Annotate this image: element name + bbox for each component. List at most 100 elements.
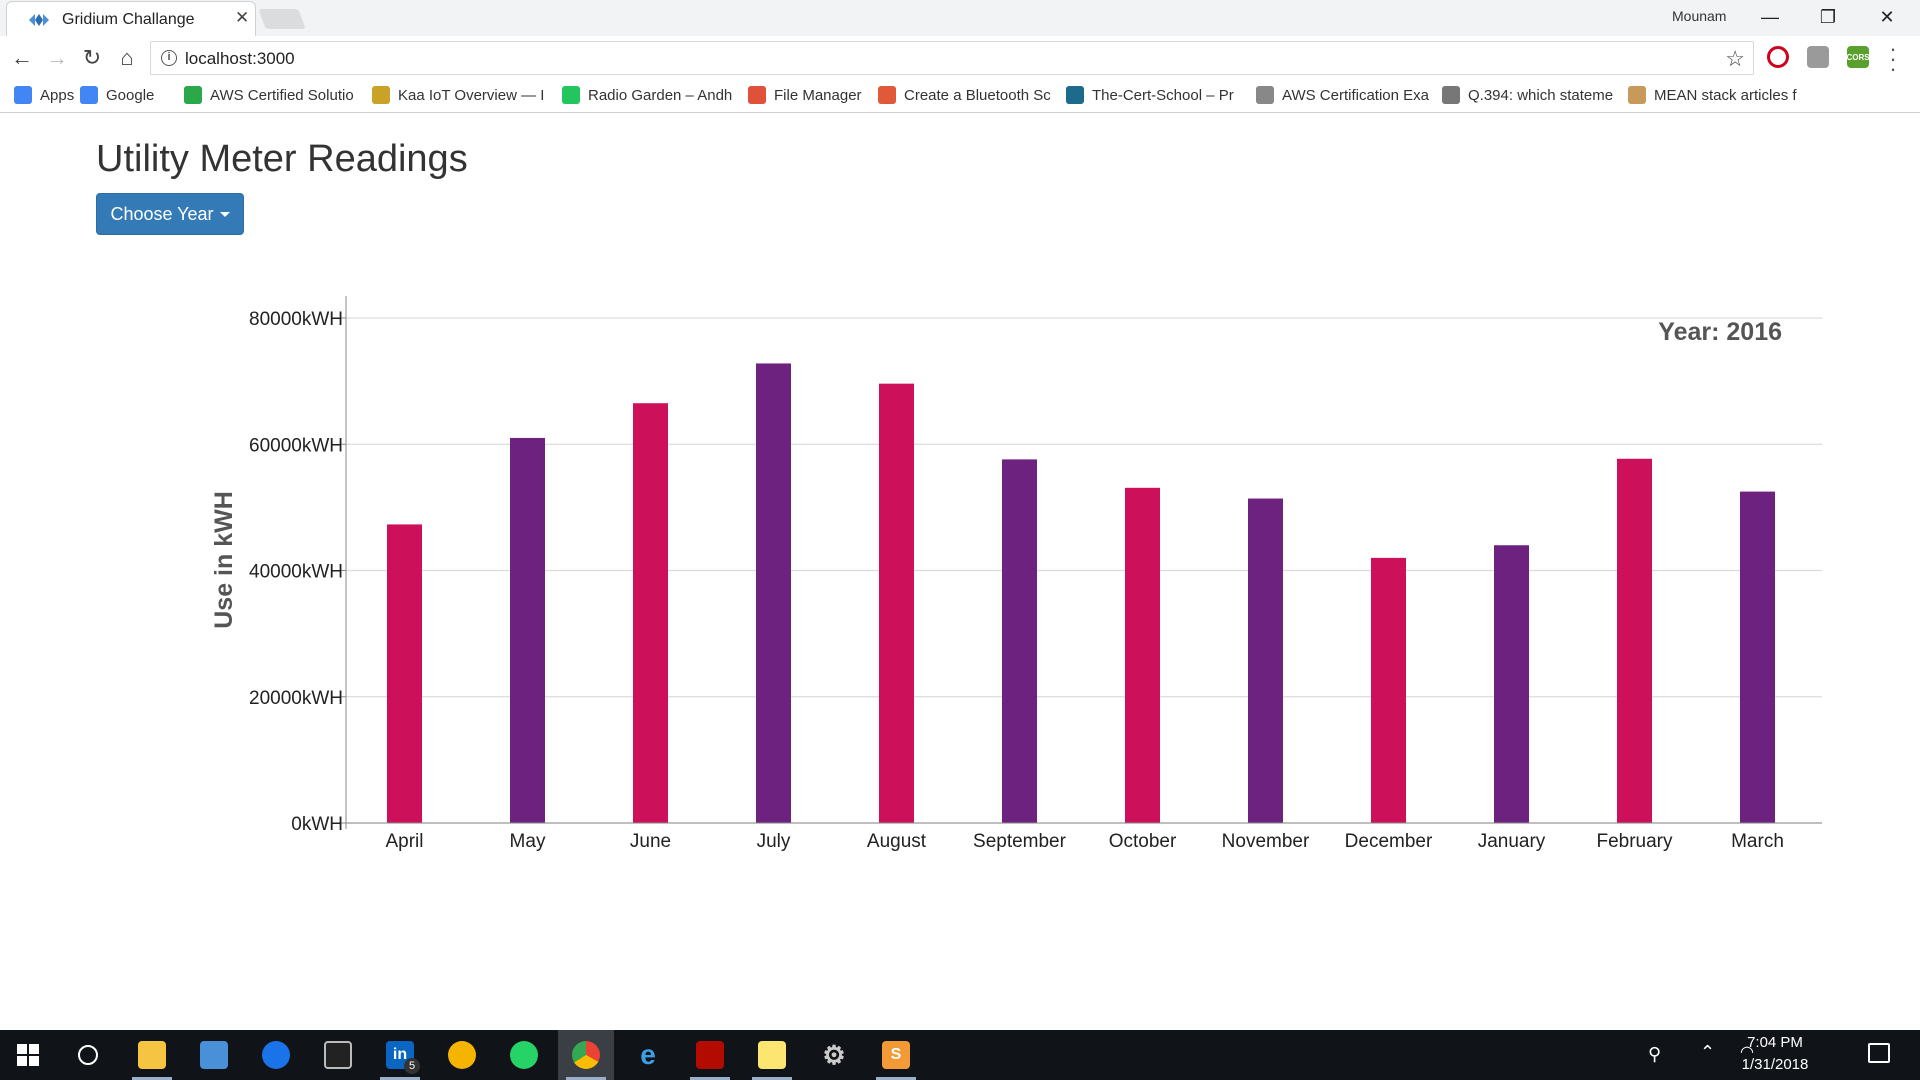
bookmark-item[interactable]: Radio Garden – Andh — [562, 86, 732, 104]
people-icon[interactable]: ⚲ — [1648, 1044, 1662, 1064]
bookmark-item[interactable]: Apps — [14, 86, 74, 104]
restore-icon[interactable]: ❐ — [1819, 6, 1837, 27]
wifi-icon[interactable]: ◠ — [1740, 1044, 1754, 1061]
choose-year-button[interactable]: Choose Year — [96, 193, 244, 235]
bookmarks-bar: Apps Google AWS Certified Solutio Kaa IoT O… — [0, 80, 1920, 113]
document-icon — [1256, 86, 1274, 104]
usage-chart: 0kWH 20000kWH 40000kWH 60000kWH 80000kWH Apri… — [210, 296, 1822, 852]
caret-down-icon — [219, 211, 230, 217]
bar-march — [1740, 491, 1775, 823]
file-explorer-icon — [138, 1041, 166, 1069]
opera-extension-icon[interactable] — [1767, 46, 1789, 68]
bookmark-label: Radio Garden – Andh — [588, 86, 733, 104]
bookmark-label: The-Cert-School – Pr — [1092, 86, 1234, 104]
bookmark-item[interactable]: Google — [80, 86, 154, 104]
taskbar-chat[interactable] — [434, 1030, 490, 1080]
bar-november — [1248, 498, 1283, 823]
browser-tab[interactable]: Gridium Challange ✕ — [6, 1, 256, 36]
bookmark-star-icon[interactable]: ☆ — [1725, 46, 1745, 71]
bookmark-item[interactable]: The-Cert-School – Pr — [1066, 86, 1234, 104]
y-tick-label: 0kWH — [291, 814, 343, 835]
acrobat-icon — [696, 1041, 724, 1069]
info-icon[interactable]: i — [161, 50, 177, 66]
windows-start-button[interactable] — [0, 1030, 56, 1080]
apps-grid-icon — [14, 86, 32, 104]
udemy-icon — [184, 86, 202, 104]
grey-extension-icon[interactable] — [1807, 46, 1829, 68]
bookmark-item[interactable]: Kaa IoT Overview — I — [372, 86, 544, 104]
taskbar-app-2[interactable] — [186, 1030, 242, 1080]
forward-arrow-icon[interactable]: → — [46, 45, 68, 70]
action-center-icon[interactable] — [1868, 1043, 1890, 1063]
bar-june — [633, 403, 668, 823]
taskbar-maps[interactable] — [248, 1030, 304, 1080]
taskbar-file-explorer[interactable] — [124, 1030, 180, 1080]
tab-title: Gridium Challange — [62, 11, 195, 28]
url-text[interactable]: localhost:3000 — [185, 49, 295, 68]
close-window-icon[interactable]: ✕ — [1879, 6, 1895, 27]
taskbar-chrome[interactable] — [558, 1030, 614, 1080]
home-icon[interactable]: ⌂ — [120, 45, 134, 70]
gridium-favicon-icon — [29, 14, 49, 26]
profile-name[interactable]: Mounam — [1672, 8, 1727, 24]
back-arrow-icon[interactable]: ← — [11, 45, 33, 70]
bar-october — [1125, 487, 1160, 823]
cortana-circle-icon — [78, 1045, 98, 1065]
bar-december — [1371, 557, 1406, 823]
minimize-icon[interactable]: — — [1761, 6, 1779, 27]
maps-pin-icon — [262, 1041, 290, 1069]
bar-may — [510, 437, 545, 823]
mean-icon — [1628, 86, 1646, 104]
tab-strip: Gridium Challange ✕ Mounam — ❐ ✕ — [0, 0, 1920, 36]
bookmark-item[interactable]: Q.394: which stateme — [1442, 86, 1613, 104]
bar-february — [1617, 458, 1652, 823]
taskbar-settings[interactable]: ⚙ — [806, 1030, 862, 1080]
cortana-button[interactable] — [60, 1030, 116, 1080]
taskbar-edge[interactable]: e — [620, 1030, 676, 1080]
bookmark-item[interactable]: Create a Bluetooth Sc — [878, 86, 1051, 104]
taskbar-acrobat[interactable] — [682, 1030, 738, 1080]
chat-bubble-icon — [448, 1041, 476, 1069]
y-tick-label: 20000kWH — [249, 688, 343, 709]
clock-time[interactable]: 7:04 PM — [1747, 1034, 1803, 1051]
bookmark-item[interactable]: File Manager — [748, 86, 862, 104]
plus-icon — [878, 86, 896, 104]
bookmark-item[interactable]: MEAN stack articles f — [1628, 86, 1797, 104]
paper-plane-icon — [200, 1041, 228, 1069]
address-bar[interactable]: i localhost:3000 ☆ — [150, 41, 1754, 75]
clock-date[interactable]: 1/31/2018 — [1741, 1056, 1809, 1073]
browser-toolbar: ← → ↻ ⌂ i localhost:3000 ☆ CORS · · · — [0, 36, 1920, 80]
kaa-icon — [372, 86, 390, 104]
linkedin-badge: 5 — [404, 1058, 420, 1074]
taskbar-whatsapp[interactable] — [496, 1030, 552, 1080]
bar-august — [879, 383, 914, 823]
bars — [387, 363, 1775, 823]
bookmark-label: Kaa IoT Overview — I — [398, 86, 545, 104]
sublime-icon: S — [882, 1041, 910, 1069]
menu-dots-icon[interactable]: · · · — [1889, 36, 1897, 81]
bookmark-label: AWS Certified Solutio — [210, 86, 354, 104]
reload-icon[interactable]: ↻ — [82, 45, 102, 70]
radio-garden-icon — [562, 86, 580, 104]
x-tick-label: May — [510, 831, 546, 852]
cert-school-icon — [1066, 86, 1084, 104]
chevron-up-icon[interactable]: ⌃ — [1700, 1042, 1716, 1062]
taskbar-sublime[interactable]: S — [868, 1030, 924, 1080]
bookmark-item[interactable]: AWS Certification Exa — [1256, 86, 1429, 104]
windows-logo-icon — [17, 1044, 39, 1066]
chrome-icon — [572, 1041, 600, 1069]
x-tick-label: February — [1596, 831, 1673, 852]
axes: 0kWH 20000kWH 40000kWH 60000kWH 80000kWH Apri… — [249, 296, 1822, 852]
x-tick-label: December — [1345, 831, 1433, 852]
bookmark-item[interactable]: AWS Certified Solutio — [184, 86, 354, 104]
taskbar-linkedin[interactable]: in 5 — [372, 1030, 428, 1080]
bookmark-label: MEAN stack articles f — [1654, 86, 1797, 104]
taskbar-sticky-notes[interactable] — [744, 1030, 800, 1080]
x-tick-label: August — [867, 831, 927, 852]
taskbar-terminal[interactable] — [310, 1030, 366, 1080]
bookmark-label: Q.394: which stateme — [1468, 86, 1614, 104]
cors-extension-icon[interactable]: CORS — [1846, 46, 1870, 68]
bar-april — [387, 524, 422, 823]
x-tick-label: October — [1109, 831, 1177, 852]
close-tab-icon[interactable]: ✕ — [235, 8, 250, 27]
